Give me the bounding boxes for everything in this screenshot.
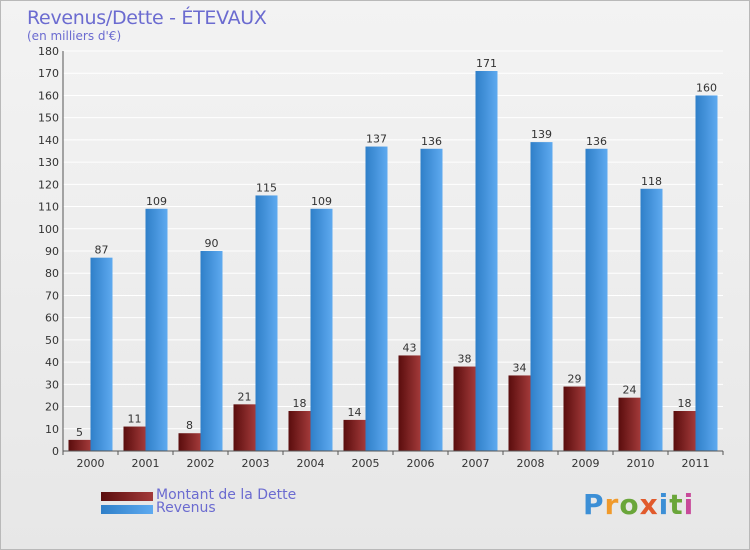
y-tick-label: 50 <box>45 334 59 347</box>
bar-revenus <box>640 188 663 451</box>
x-tick-label: 2001 <box>132 457 160 470</box>
x-tick-label: 2005 <box>352 457 380 470</box>
data-label-dette: 5 <box>76 426 83 439</box>
bar-revenus <box>90 257 113 451</box>
x-tick-label: 2009 <box>572 457 600 470</box>
data-label-revenus: 136 <box>586 135 607 148</box>
bar-revenus <box>475 71 498 451</box>
bars <box>68 71 718 452</box>
data-label-dette: 24 <box>623 384 637 397</box>
y-tick-label: 150 <box>38 112 59 125</box>
x-tick-label: 2010 <box>627 457 655 470</box>
grid-lines <box>63 50 723 452</box>
bar-dette <box>343 419 366 451</box>
y-tick-label: 110 <box>38 201 59 214</box>
bar-dette <box>508 375 531 451</box>
legend-label-dette: Montant de la Dette <box>156 487 297 503</box>
x-tick-label: 2011 <box>682 457 710 470</box>
data-label-revenus: 109 <box>146 195 167 208</box>
bar-dette <box>123 426 146 451</box>
legend-swatch-dette <box>101 492 153 501</box>
bar-dette <box>453 366 476 451</box>
data-label-revenus: 136 <box>421 135 442 148</box>
bar-revenus <box>695 95 718 451</box>
bar-revenus <box>310 208 333 451</box>
bar-revenus <box>145 208 168 451</box>
data-label-revenus: 118 <box>641 175 662 188</box>
bar-revenus <box>420 148 443 451</box>
bar-dette <box>68 439 91 451</box>
axes <box>62 51 723 452</box>
y-tick-label: 100 <box>38 223 59 236</box>
y-axis-ticks: 0 10 20 30 40 50 60 70 80 90 100 110 120 130 140 150 160… <box>38 45 59 458</box>
proxiti-logo: Proxiti <box>583 488 695 521</box>
x-tick-label: 2002 <box>187 457 215 470</box>
data-label-dette: 21 <box>238 390 252 403</box>
y-tick-label: 130 <box>38 156 59 169</box>
y-tick-label: 70 <box>45 289 59 302</box>
data-label-revenus: 171 <box>476 57 497 70</box>
legend-swatch-revenus <box>101 505 153 514</box>
x-tick-label: 2008 <box>517 457 545 470</box>
data-label-dette: 43 <box>403 341 417 354</box>
y-tick-label: 140 <box>38 134 59 147</box>
bar-dette <box>563 386 586 451</box>
x-tick-label: 2007 <box>462 457 490 470</box>
x-axis-ticks: 2000 2001 2002 2003 2004 2005 2006 2007 2008 2009… <box>62 451 724 470</box>
legend-label-revenus: Revenus <box>156 500 216 516</box>
bar-dette <box>673 411 696 451</box>
data-label-revenus: 90 <box>205 237 219 250</box>
y-tick-label: 90 <box>45 245 59 258</box>
data-label-revenus: 109 <box>311 195 332 208</box>
data-label-revenus: 87 <box>95 244 109 257</box>
data-label-dette: 18 <box>293 397 307 410</box>
bar-dette <box>398 355 421 451</box>
y-tick-label: 160 <box>38 89 59 102</box>
bar-dette <box>618 397 641 451</box>
y-tick-label: 60 <box>45 312 59 325</box>
data-label-dette: 38 <box>458 353 472 366</box>
y-tick-label: 180 <box>38 45 59 58</box>
bar-dette <box>233 404 256 451</box>
x-tick-label: 2000 <box>77 457 105 470</box>
bar-revenus <box>365 146 388 452</box>
data-label-dette: 29 <box>568 373 582 386</box>
data-label-revenus: 137 <box>366 133 387 146</box>
x-tick-label: 2003 <box>242 457 270 470</box>
data-label-dette: 18 <box>678 397 692 410</box>
data-label-dette: 8 <box>186 419 193 432</box>
y-tick-label: 0 <box>52 445 59 458</box>
y-tick-label: 20 <box>45 401 59 414</box>
data-label-dette: 14 <box>348 406 362 419</box>
y-tick-label: 120 <box>38 178 59 191</box>
bar-revenus <box>530 142 553 451</box>
bar-revenus <box>200 251 223 451</box>
y-tick-label: 170 <box>38 67 59 80</box>
y-tick-label: 30 <box>45 378 59 391</box>
data-label-revenus: 139 <box>531 128 552 141</box>
data-label-dette: 34 <box>513 361 527 374</box>
y-tick-label: 80 <box>45 267 59 280</box>
data-labels: 5 87 11 109 8 90 21 115 18 109 14 137 43 136 38 171 34 13… <box>76 57 717 439</box>
data-label-revenus: 160 <box>696 81 717 94</box>
y-tick-label: 40 <box>45 356 59 369</box>
chart-title: Revenus/Dette - ÉTEVAUX <box>27 7 267 29</box>
data-label-revenus: 115 <box>256 181 277 194</box>
bar-revenus <box>585 148 608 451</box>
bar-dette <box>288 411 311 451</box>
data-label-dette: 11 <box>128 413 142 426</box>
chart-subtitle: (en milliers d'€) <box>27 29 122 43</box>
y-tick-label: 10 <box>45 423 59 436</box>
x-tick-label: 2004 <box>297 457 325 470</box>
x-tick-label: 2006 <box>407 457 435 470</box>
bar-dette <box>178 433 201 451</box>
bar-revenus <box>255 195 278 451</box>
